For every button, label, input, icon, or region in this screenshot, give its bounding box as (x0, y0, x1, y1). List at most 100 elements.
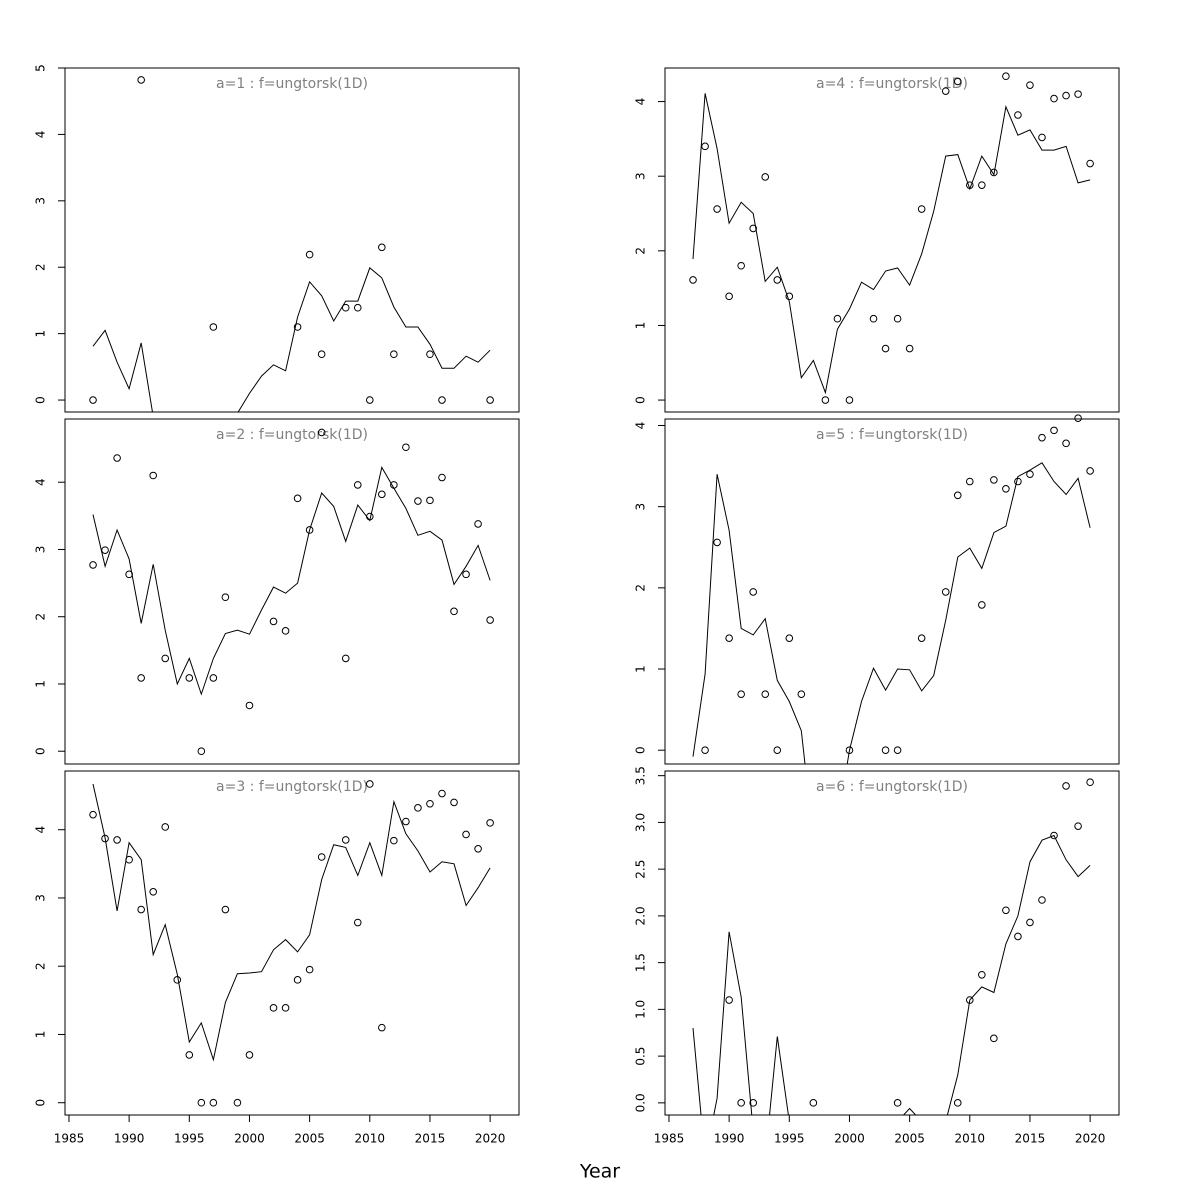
x-tick-label: 1985 (654, 1132, 685, 1146)
observed-point (426, 496, 434, 505)
observed-point (89, 396, 97, 404)
observed-point (701, 142, 709, 151)
observed-point (438, 473, 446, 482)
y-tick-label: 0 (34, 1099, 48, 1107)
observed-point (341, 654, 350, 663)
y-tick-label: 5 (34, 64, 48, 72)
observed-point (317, 350, 326, 359)
y-tick-label: 2 (34, 263, 48, 271)
observed-point (1038, 433, 1046, 442)
observed-point (365, 396, 374, 404)
panel-title: a=5 : f=ungtorsk(1D) (816, 427, 968, 443)
observed-point (1074, 414, 1082, 422)
observed-point (737, 690, 745, 698)
x-tick-label: 1995 (174, 1132, 205, 1146)
panel-frame (664, 67, 1120, 413)
y-tick-label: 1 (34, 330, 48, 338)
observed-point (305, 250, 314, 259)
y-tick-label: 1 (34, 680, 48, 688)
observed-point (1026, 918, 1034, 927)
observed-point (353, 918, 362, 927)
observed-point (1050, 831, 1058, 840)
observed-point (737, 1099, 745, 1107)
observed-point (905, 344, 914, 353)
observed-point (965, 996, 974, 1004)
observed-point (161, 654, 170, 663)
observed-point (1062, 439, 1070, 448)
observed-point (941, 588, 950, 596)
y-tick-label: 1 (634, 322, 648, 330)
observed-point (390, 350, 398, 359)
observed-point (113, 836, 121, 844)
observed-point (845, 396, 854, 404)
observed-point (233, 1098, 242, 1107)
observed-point (317, 853, 326, 861)
observed-point (1002, 485, 1010, 493)
y-tick-label: 1 (34, 1031, 48, 1039)
y-tick-label: 0.0 (634, 1093, 648, 1112)
observed-point (809, 1099, 818, 1107)
observed-point (89, 561, 97, 569)
observed-point (953, 491, 962, 500)
x-tick-label: 1990 (114, 1132, 145, 1146)
observed-point (713, 538, 721, 547)
observed-point (990, 476, 998, 484)
observed-point (1014, 111, 1022, 119)
observed-point (113, 454, 121, 462)
y-tick-label: 4 (34, 826, 48, 834)
y-tick-label: 2 (34, 613, 48, 621)
x-tick-label: 2010 (955, 1132, 986, 1146)
observed-point (137, 905, 145, 914)
observed-point (893, 746, 902, 755)
fitted-line (92, 783, 491, 1062)
observed-point (486, 819, 494, 827)
observed-point (1002, 72, 1010, 81)
observed-point (414, 497, 422, 505)
observed-point (365, 780, 374, 788)
observed-point (161, 823, 170, 831)
panel-title: a=1 : f=ungtorsk(1D) (216, 76, 368, 92)
observed-point (785, 634, 794, 642)
observed-point (941, 87, 950, 95)
observed-point (450, 607, 458, 616)
x-tick-label: 2000 (834, 1132, 865, 1146)
observed-point (185, 1051, 194, 1059)
y-tick-label: 4 (634, 422, 648, 430)
observed-point (305, 526, 314, 534)
observed-point (209, 674, 218, 682)
observed-point (978, 970, 986, 979)
observed-point (462, 830, 470, 839)
observed-point (833, 314, 842, 323)
x-tick-label: 2020 (1075, 1132, 1106, 1146)
observed-point (953, 1099, 962, 1107)
observed-point (689, 276, 697, 284)
observed-point (125, 570, 133, 579)
observed-point (1014, 932, 1022, 941)
observed-point (1038, 133, 1046, 142)
observed-point (221, 593, 230, 602)
observed-point (281, 1004, 290, 1012)
observed-point (317, 428, 326, 437)
observed-point (426, 799, 434, 808)
observed-point (293, 494, 302, 503)
observed-point (101, 546, 109, 554)
x-tick-label: 2020 (475, 1132, 506, 1146)
observed-point (293, 976, 302, 984)
observed-point (89, 810, 97, 819)
observed-point (713, 205, 721, 213)
y-tick-label: 3 (634, 172, 648, 180)
observed-point (917, 205, 926, 213)
observed-point (438, 396, 446, 404)
fitted-line (692, 93, 1091, 395)
observed-point (149, 471, 158, 480)
observed-point (426, 350, 434, 359)
y-tick-label: 2 (634, 247, 648, 255)
observed-point (137, 76, 145, 84)
observed-point (1086, 778, 1094, 787)
observed-point (438, 789, 446, 798)
observed-point (378, 243, 386, 252)
observed-point (365, 512, 374, 521)
observed-point (245, 701, 254, 710)
observed-point (341, 303, 350, 312)
observed-point (281, 627, 290, 635)
